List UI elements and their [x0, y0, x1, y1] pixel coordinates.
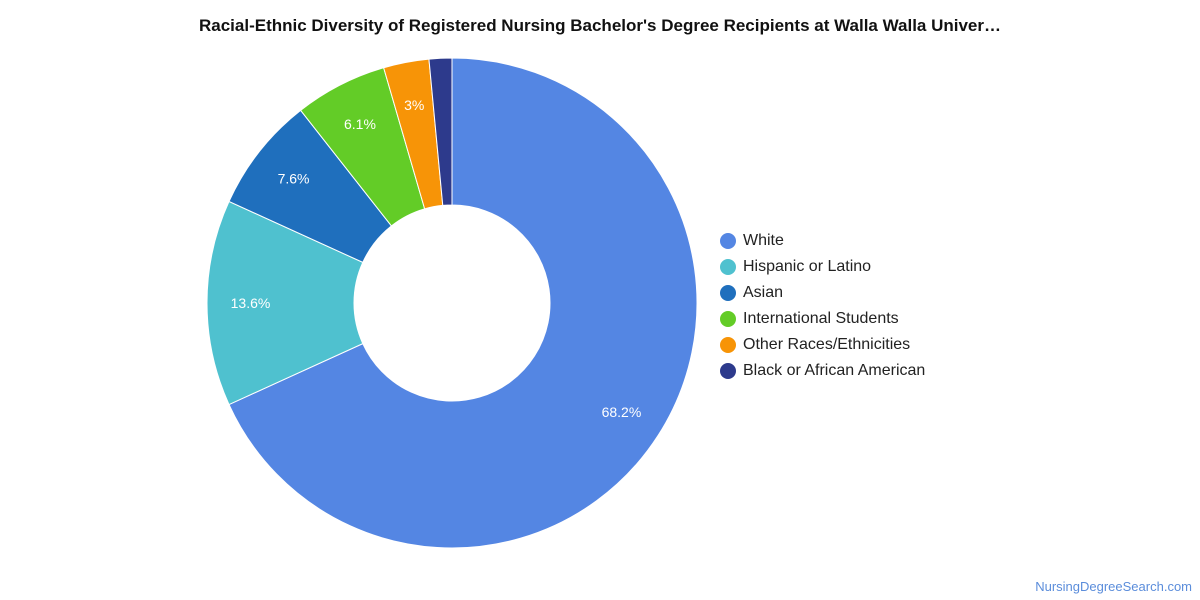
- legend-swatch: [720, 259, 736, 275]
- legend-label: Other Races/Ethnicities: [743, 336, 911, 353]
- legend-item-asian[interactable]: Asian: [720, 280, 925, 306]
- chart-legend: White Hispanic or Latino Asian Internationa…: [720, 228, 925, 384]
- legend-item-white[interactable]: White: [720, 228, 925, 254]
- source-link[interactable]: NursingDegreeSearch.com: [1035, 579, 1192, 594]
- legend-label: Black or African American: [743, 362, 926, 379]
- slice-label-other-races-ethnicities: 3%: [404, 97, 424, 113]
- slice-label-hispanic-or-latino: 13.6%: [231, 295, 271, 311]
- slice-label-white: 68.2%: [602, 404, 642, 420]
- legend-swatch: [720, 311, 736, 327]
- legend-item-international-students[interactable]: International Students: [720, 306, 925, 332]
- chart-title: Racial-Ethnic Diversity of Registered Nu…: [198, 16, 1002, 35]
- legend-item-other-races-ethnicities[interactable]: Other Races/Ethnicities: [720, 332, 925, 358]
- legend-item-hispanic-or-latino[interactable]: Hispanic or Latino: [720, 254, 925, 280]
- legend-swatch: [720, 337, 736, 353]
- slice-label-international-students: 6.1%: [344, 116, 376, 132]
- legend-swatch: [720, 285, 736, 301]
- legend-label: Asian: [743, 284, 784, 301]
- slice-white[interactable]: [228, 57, 698, 549]
- legend-label: Hispanic or Latino: [743, 258, 872, 275]
- legend-item-black-or-african-american[interactable]: Black or African American: [720, 358, 925, 384]
- slice-label-asian: 7.6%: [278, 171, 310, 187]
- slice-black-or-african-american[interactable]: [428, 57, 453, 206]
- legend-swatch: [720, 233, 736, 249]
- legend-label: International Students: [743, 310, 899, 327]
- legend-swatch: [720, 363, 736, 379]
- legend-label: White: [743, 232, 784, 249]
- slice-hispanic-or-latino[interactable]: [206, 200, 364, 406]
